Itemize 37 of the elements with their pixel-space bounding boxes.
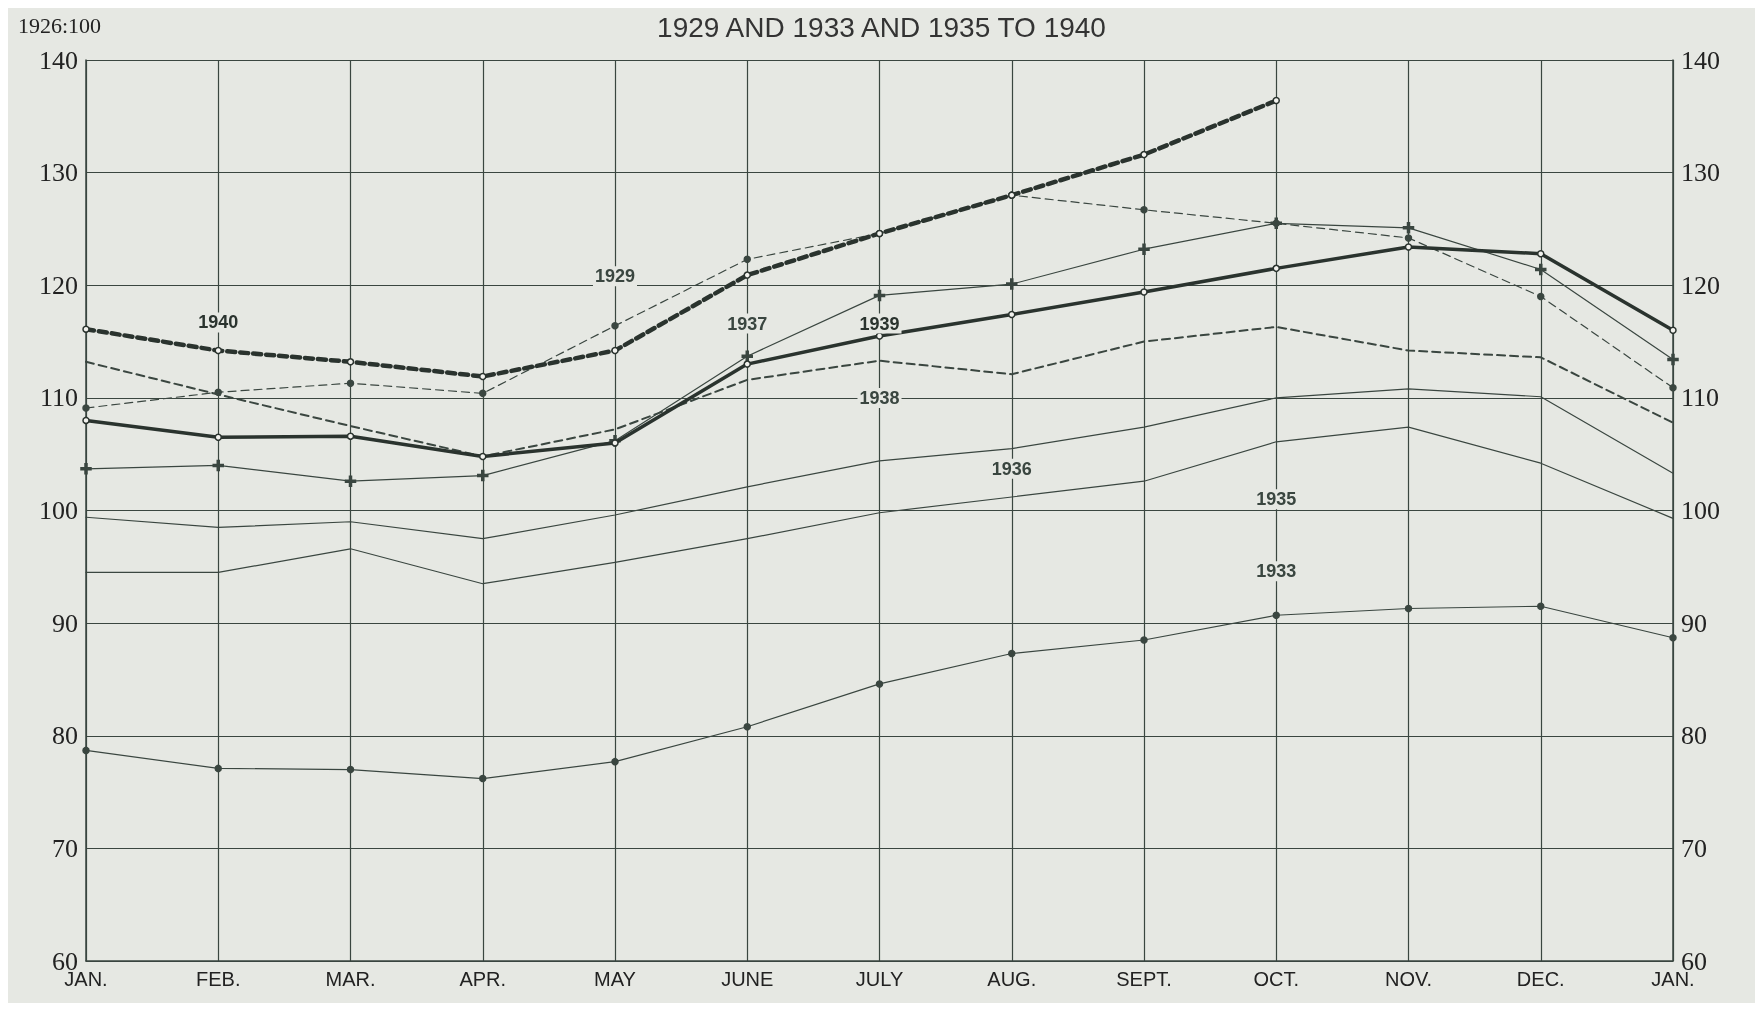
series-label: 1933 bbox=[1256, 561, 1297, 582]
series-label: 1929 bbox=[594, 266, 636, 287]
y2-tick-label: 100 bbox=[1681, 496, 1720, 525]
chart-title: 1929 AND 1933 AND 1935 TO 1940 bbox=[657, 11, 1106, 43]
x-tick-label: JULY bbox=[855, 968, 904, 990]
x-tick-label: FEB. bbox=[196, 968, 241, 990]
y2-tick-label: 140 bbox=[1681, 45, 1720, 75]
y-tick-label: 130 bbox=[39, 158, 78, 188]
y-tick-label: 80 bbox=[52, 721, 78, 751]
series-label: 1940 bbox=[198, 312, 239, 333]
text: 1935 bbox=[1256, 489, 1297, 510]
y2-tick-label: 90 bbox=[1681, 608, 1707, 638]
x-tick-label: NOV. bbox=[1384, 968, 1433, 990]
y2-tick-label: 70 bbox=[1681, 833, 1707, 863]
y2-tick-label: 110 bbox=[1681, 383, 1720, 413]
x-tick-label: JUNE bbox=[721, 968, 774, 990]
y-tick-label: 120 bbox=[39, 270, 78, 300]
x-tick-label: SEPT. bbox=[1116, 968, 1172, 990]
series-label: 1939 bbox=[859, 313, 900, 334]
y-tick-label: 140 bbox=[39, 45, 78, 75]
y2-tick-label: 120 bbox=[1681, 270, 1720, 300]
y-axis-title: 1926:100 bbox=[18, 12, 102, 38]
x-tick-label: AUG. bbox=[987, 968, 1037, 990]
series-label: 1936 bbox=[991, 458, 1032, 479]
series-label: 1938 bbox=[859, 387, 900, 408]
series-label: 1937 bbox=[727, 313, 768, 334]
y2-tick-label: 80 bbox=[1681, 721, 1707, 751]
y-tick-label: 90 bbox=[52, 608, 78, 638]
x-tick-label: OCT. bbox=[1253, 968, 1300, 990]
y-tick-label: 100 bbox=[39, 496, 78, 525]
y-tick-label: 110 bbox=[39, 383, 78, 413]
x-tick-label: DEC. bbox=[1516, 968, 1565, 990]
y2-tick-label: 130 bbox=[1681, 158, 1720, 188]
x-tick-label: MAY bbox=[594, 968, 636, 990]
x-tick-label: APR. bbox=[459, 968, 507, 990]
x-tick-label: MAR. bbox=[325, 968, 376, 990]
y-tick-label: 70 bbox=[52, 833, 78, 863]
